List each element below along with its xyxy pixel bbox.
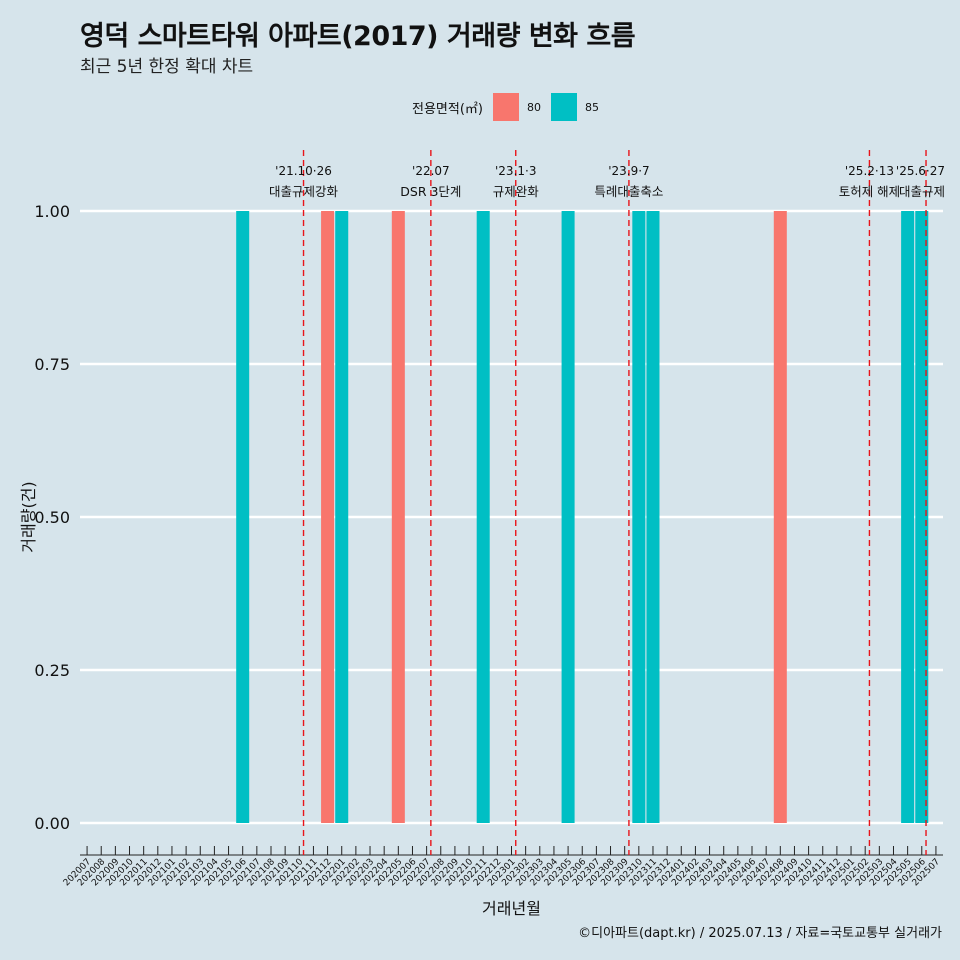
event-label: 토허제 해제 <box>839 184 900 199</box>
bar-85-202310 <box>632 211 646 823</box>
bar-85-202106 <box>236 211 250 823</box>
y-tick-label: 0.50 <box>34 508 70 527</box>
event-date: '25.6·27 <box>896 164 945 178</box>
event-date: '22.07 <box>412 164 450 178</box>
bar-85-202305 <box>561 211 575 823</box>
legend-key-80 <box>492 93 519 121</box>
x-axis-title: 거래년월 <box>482 899 541 918</box>
event-label: 대출규제강화 <box>269 184 339 199</box>
bar-85-202211 <box>476 211 490 823</box>
legend-key-85 <box>550 93 577 121</box>
y-tick-label: 0.25 <box>34 661 70 680</box>
bar-85-202506 <box>915 211 929 823</box>
bar-80-202408 <box>773 211 787 823</box>
legend-title: 전용면적(㎡) <box>412 101 483 117</box>
legend-label-80: 80 <box>526 100 541 114</box>
y-tick-label: 0.00 <box>34 814 70 833</box>
source-caption: ©디아파트(dapt.kr) / 2025.07.13 / 자료=국토교통부 실… <box>578 926 942 941</box>
legend-label-85: 85 <box>584 100 599 114</box>
chart-title: 영덕 스마트타워 아파트(2017) 거래량 변화 흐름 <box>80 21 636 52</box>
event-label: DSR 3단계 <box>400 184 461 199</box>
event-label: 규제완화 <box>493 184 540 199</box>
bar-85-202505 <box>901 211 915 823</box>
y-axis-title: 거래량(건) <box>19 481 38 552</box>
event-label: 대출규제 <box>899 184 945 199</box>
chart-subtitle: 최근 5년 한정 확대 차트 <box>80 57 254 77</box>
y-tick-label: 0.75 <box>34 355 70 374</box>
event-label: 특례대출축소 <box>594 184 663 199</box>
y-tick-label: 1.00 <box>34 202 70 221</box>
bar-85-202201 <box>335 211 349 823</box>
event-date: '21.10·26 <box>275 164 332 178</box>
bar-80-202205 <box>391 211 405 823</box>
event-date: '25.2·13 <box>845 164 894 178</box>
event-date: '23.9·7 <box>608 164 649 178</box>
event-date: '23.1·3 <box>495 164 536 178</box>
legend: 전용면적(㎡) 80 85 <box>412 93 609 121</box>
bar-80-202112 <box>321 211 335 823</box>
bar-85-202311 <box>646 211 660 823</box>
